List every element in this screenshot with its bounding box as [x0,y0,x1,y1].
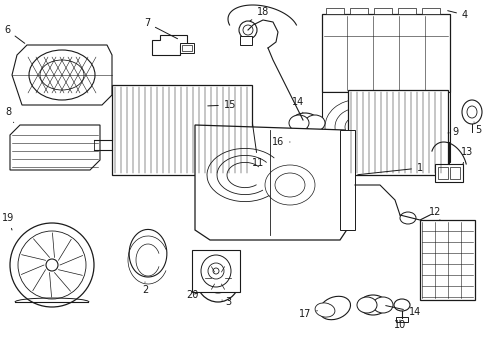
Text: 9: 9 [448,127,458,137]
Text: 20: 20 [186,290,198,300]
Bar [185,98,205,113]
Text: 1: 1 [358,163,423,175]
Ellipse shape [400,212,416,224]
Text: 6: 6 [4,25,25,43]
Text: 17: 17 [299,309,318,319]
Ellipse shape [304,136,320,148]
Ellipse shape [305,115,325,131]
Ellipse shape [359,295,387,315]
Ellipse shape [394,299,410,311]
Bar [326,8,344,14]
Ellipse shape [212,272,224,284]
Ellipse shape [204,263,232,293]
Ellipse shape [319,296,350,320]
Bar [420,220,475,300]
Ellipse shape [373,297,393,313]
Bar [340,130,355,230]
Ellipse shape [467,106,477,118]
Ellipse shape [357,297,377,313]
Text: 5: 5 [474,122,481,135]
Ellipse shape [10,223,94,307]
Text: 4: 4 [448,10,468,20]
Ellipse shape [243,25,253,35]
Ellipse shape [462,100,482,124]
Text: 16: 16 [272,137,290,147]
Text: 18: 18 [250,7,269,21]
Bar [240,36,252,45]
Bar [182,45,192,51]
Polygon shape [10,125,100,170]
Ellipse shape [196,254,240,302]
Bar [322,14,450,92]
Ellipse shape [208,263,224,279]
Text: 12: 12 [429,207,441,220]
Polygon shape [195,125,350,240]
Polygon shape [12,45,112,105]
Bar [348,90,448,175]
Ellipse shape [289,115,309,131]
Ellipse shape [290,136,306,148]
Ellipse shape [213,268,219,274]
Bar [398,8,416,14]
Ellipse shape [29,50,95,100]
Polygon shape [152,35,187,55]
Ellipse shape [315,303,335,317]
Text: 8: 8 [5,107,14,122]
Ellipse shape [40,60,84,90]
Bar [450,167,460,179]
Bar [188,101,195,110]
Ellipse shape [18,231,86,299]
Polygon shape [129,229,167,277]
Text: 15: 15 [208,100,236,110]
Text: 14: 14 [292,97,304,112]
Text: 7: 7 [144,18,177,39]
Bar [112,85,252,175]
Text: 14: 14 [386,306,421,317]
Ellipse shape [291,113,319,133]
Bar [374,8,392,14]
Bar [438,167,448,179]
Bar [396,317,408,322]
Bar [192,250,240,292]
Text: 11: 11 [252,123,264,168]
Bar [435,164,463,182]
Text: 10: 10 [394,320,406,330]
Ellipse shape [201,255,231,287]
Text: 13: 13 [461,147,473,164]
Bar [322,92,450,162]
Ellipse shape [289,133,321,151]
Bar [180,43,194,53]
Text: 19: 19 [2,213,14,230]
Text: 3: 3 [222,297,231,307]
Bar [422,8,440,14]
Bar [350,8,368,14]
Bar [197,101,204,110]
Ellipse shape [46,259,58,271]
Text: 2: 2 [142,282,148,295]
Ellipse shape [239,21,257,39]
